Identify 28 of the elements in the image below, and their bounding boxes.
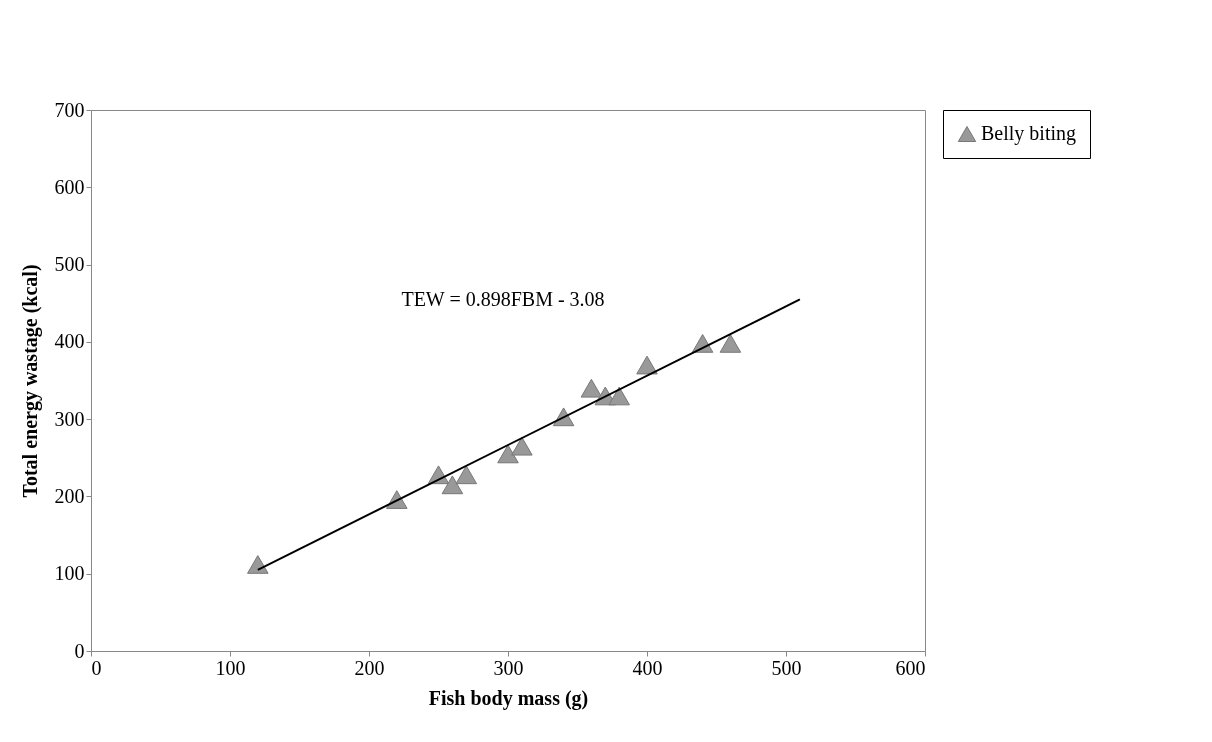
point [455,465,478,485]
legend-label: Belly biting [981,122,1076,145]
point [719,334,742,353]
point [580,378,603,398]
x-tick-label: 400 [632,656,663,679]
point [441,475,464,495]
y-axis-title: Total energy wastage (kcal) [18,264,42,498]
x-tick-label: 200 [354,656,385,679]
point [511,436,533,456]
x-tick-label: 500 [771,656,802,679]
y-tick-label: 200 [54,484,85,507]
annotation: TEW = 0.898FBM - 3.08 [401,288,605,310]
point [497,444,519,464]
point [247,555,269,574]
y-tick-label: 100 [54,562,85,585]
x-tick-label: 100 [215,656,246,679]
x-tick-label: 600 [895,656,926,679]
x-axis-title: Fish body mass (g) [428,686,589,710]
x-tick-label: 300 [493,656,524,679]
x-tick-label: 0 [91,656,102,679]
y-tick-label: 500 [54,253,85,276]
y-tick-label: 700 [54,98,85,121]
y-tick-label: 400 [54,330,85,353]
y-tick-label: 0 [74,639,85,662]
point [636,355,658,375]
y-tick-label: 300 [54,407,85,430]
y-tick-label: 600 [54,175,85,198]
point [608,386,630,406]
